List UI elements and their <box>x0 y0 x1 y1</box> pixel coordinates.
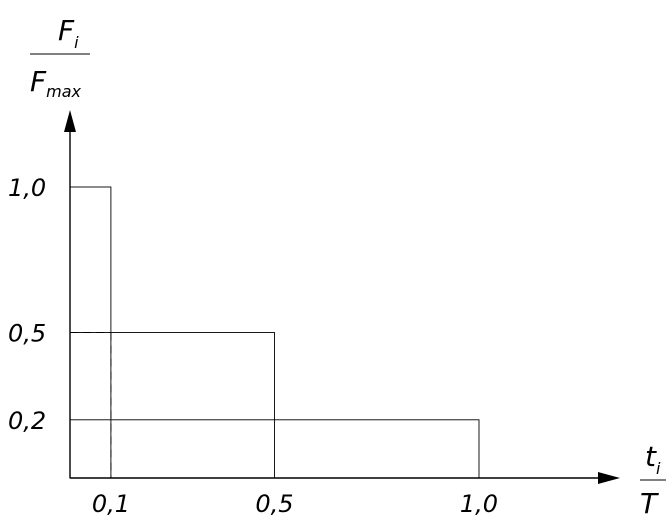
x-tick-label-3: 1,0 <box>460 490 498 518</box>
y-label-denominator: Fmax <box>30 65 82 101</box>
x-label-denominator: T <box>640 487 659 520</box>
x-axis-arrow <box>598 472 620 484</box>
x-tick-label-2: 0,5 <box>255 490 293 518</box>
bars-layer <box>69 186 480 479</box>
x-label-numerator: ti <box>645 440 661 478</box>
y-axis-label: Fi Fmax <box>30 14 90 101</box>
y-tick-label-1: 1,0 <box>8 174 46 202</box>
ticks-layer: 0,1 0,5 1,0 1,0 0,5 0,2 <box>8 174 498 518</box>
bar-2 <box>69 332 275 479</box>
guides-layer <box>70 332 112 478</box>
y-axis-arrow <box>64 110 76 132</box>
y-label-numerator: Fi <box>58 14 79 52</box>
bar-3 <box>69 419 480 479</box>
y-tick-label-2: 0,5 <box>8 320 46 348</box>
x-axis-label: ti T <box>640 440 666 520</box>
x-tick-label-1: 0,1 <box>92 490 130 518</box>
y-tick-label-3: 0,2 <box>8 407 46 435</box>
